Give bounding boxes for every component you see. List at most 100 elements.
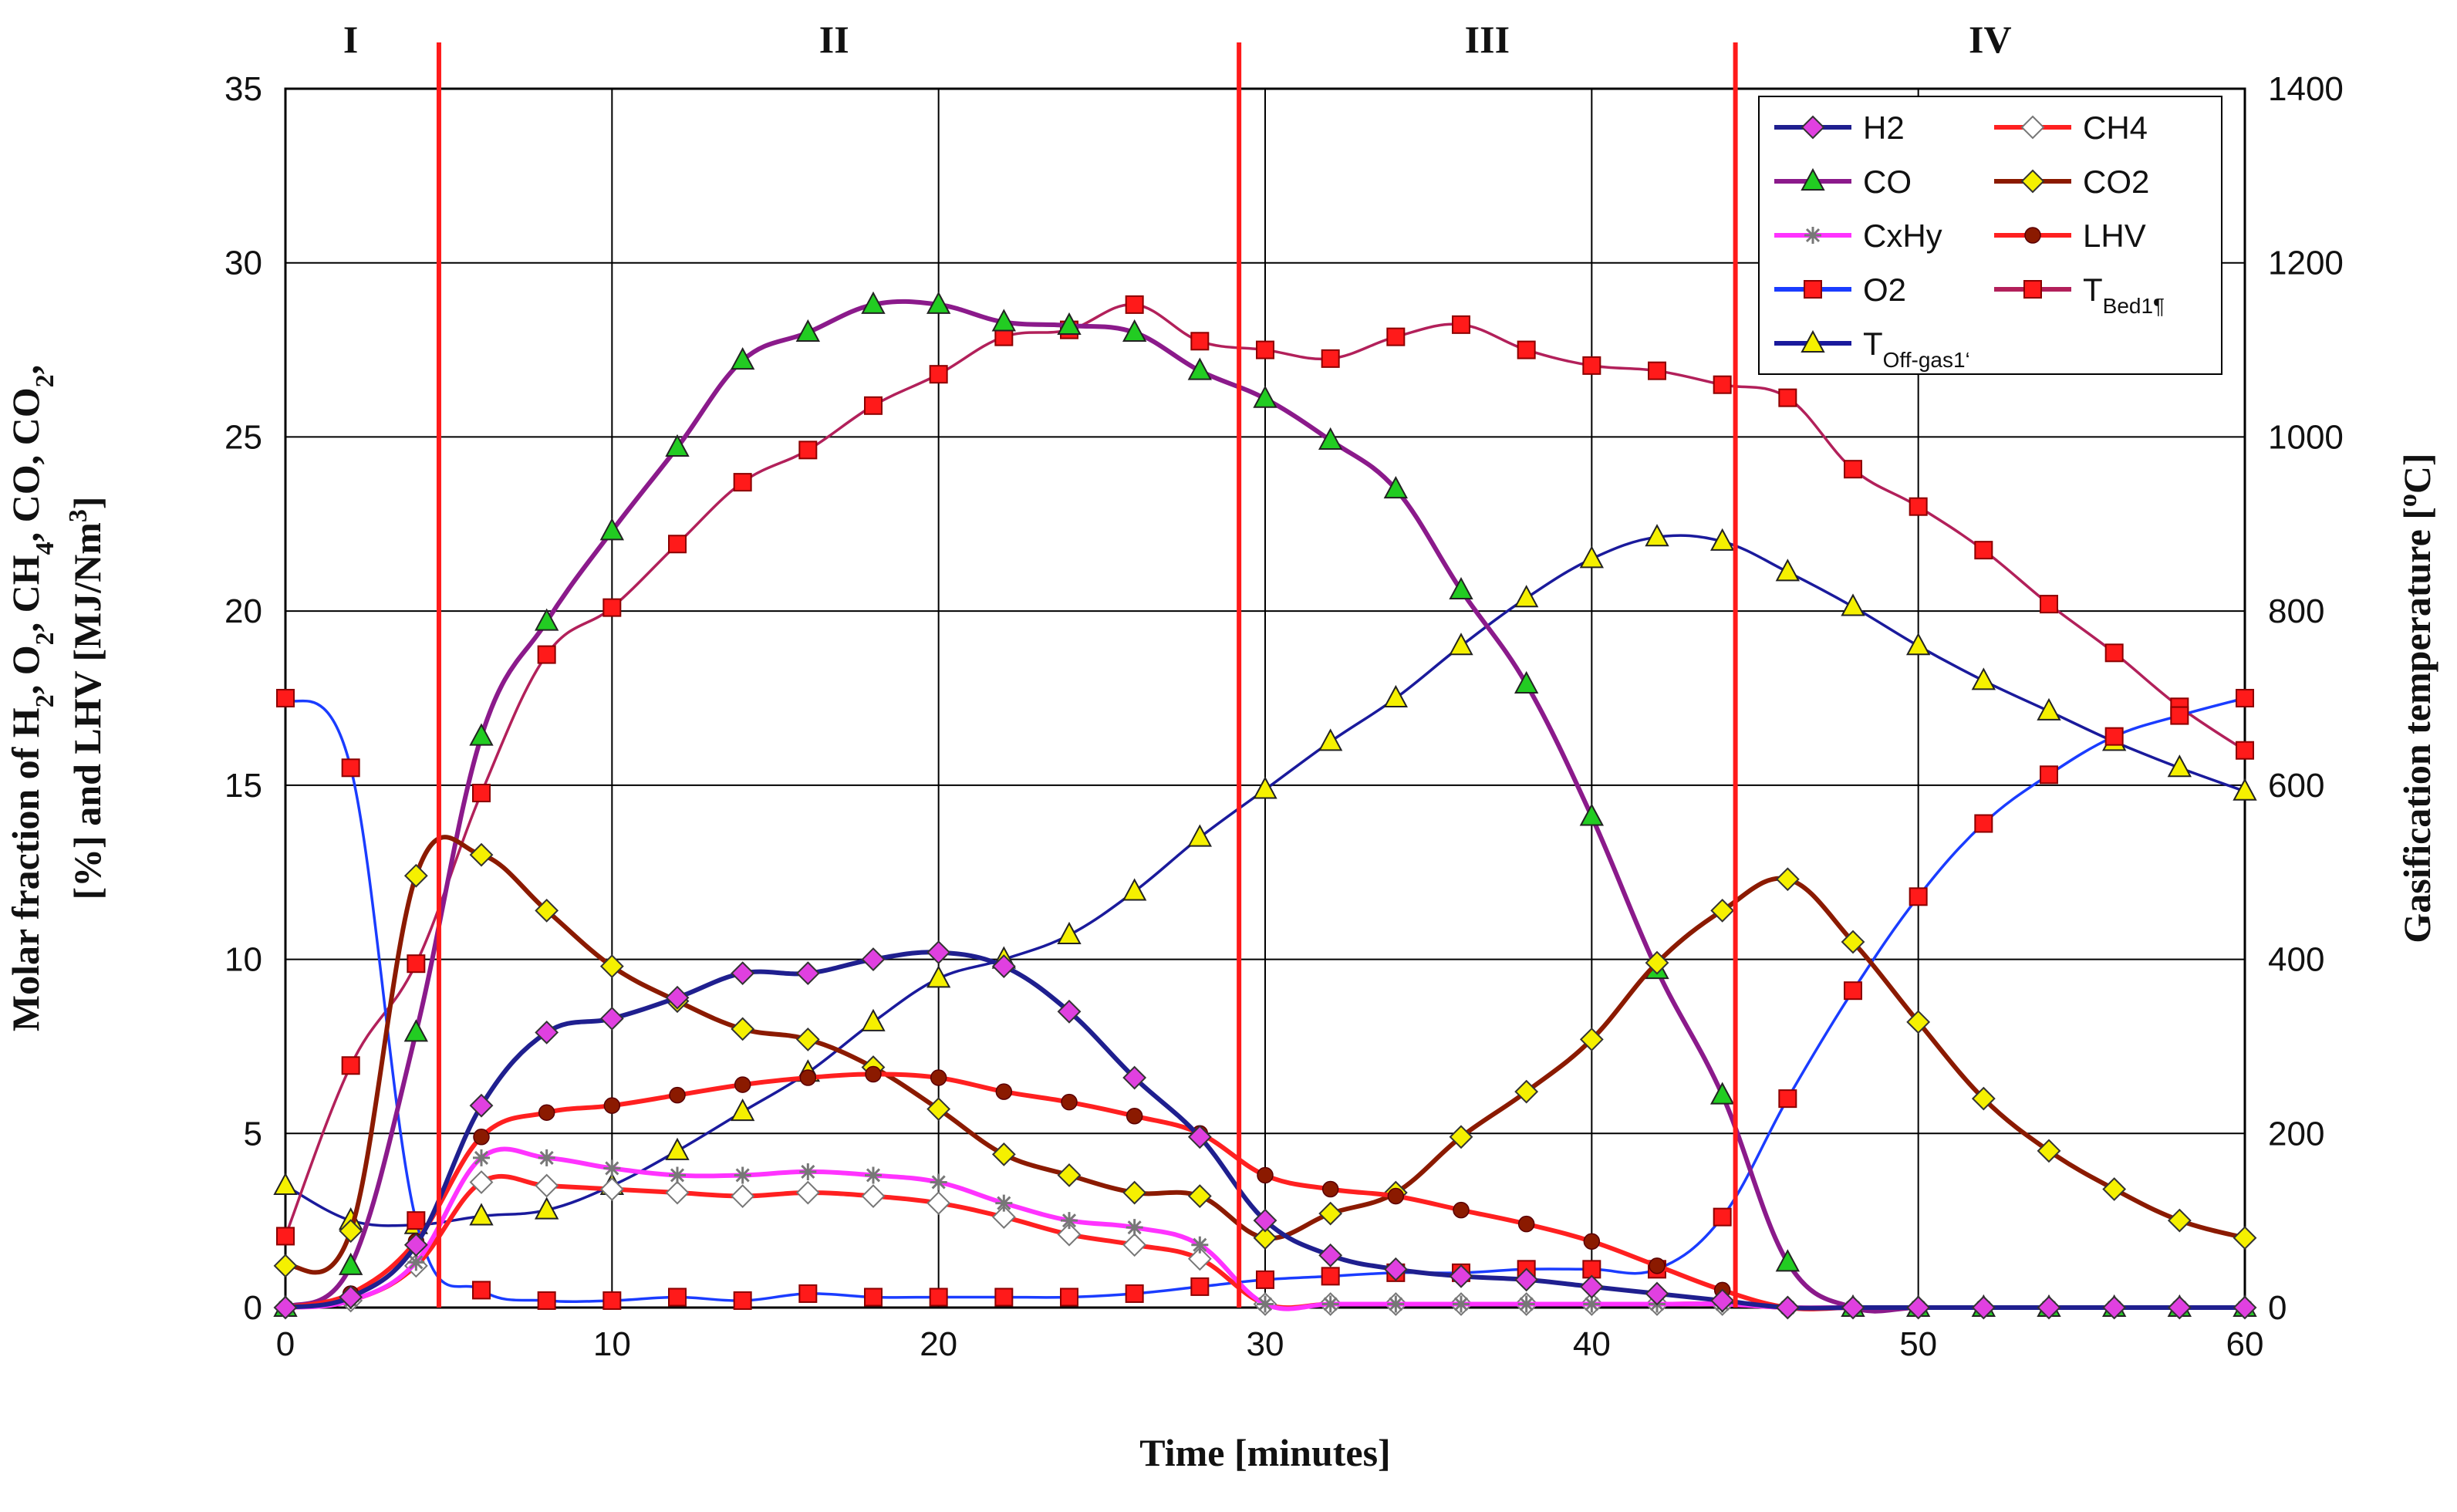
data-point-tbed1	[1582, 356, 1601, 375]
data-point-tbed1	[668, 535, 687, 554]
data-point-o2	[2040, 765, 2058, 785]
y-right-tick-label: 600	[2268, 767, 2324, 805]
data-point-co2	[2102, 1177, 2127, 1201]
legend-label: CH4	[2083, 110, 2148, 146]
data-point-cxhy	[865, 1166, 882, 1184]
data-point-cxhy	[669, 1166, 686, 1184]
data-point-co2	[403, 863, 428, 888]
data-point-co2	[2167, 1208, 2192, 1233]
data-point-o2	[929, 1288, 948, 1307]
data-point-o2	[1974, 814, 1993, 833]
y-axis-right-title: Gasification temperature [oC]	[2394, 453, 2439, 943]
data-point-co2	[795, 1027, 820, 1051]
data-point-tbed1	[1517, 340, 1536, 359]
data-point-lhv	[1061, 1093, 1078, 1111]
data-point-h2	[1710, 1288, 1735, 1313]
data-point-h2	[1253, 1208, 1277, 1233]
data-point-tbed1	[1909, 497, 1928, 516]
data-point-cxhy	[930, 1173, 947, 1191]
series-h2	[273, 940, 2257, 1320]
data-point-o2	[472, 1281, 491, 1300]
phase-labels: I II III IV	[343, 18, 2012, 61]
data-point-o2	[994, 1288, 1014, 1307]
data-point-h2	[1318, 1243, 1343, 1267]
phase-label: III	[1465, 18, 1510, 61]
data-point-h2	[1187, 1125, 1212, 1149]
series-o2	[276, 689, 2254, 1310]
data-point-co	[1709, 1082, 1735, 1105]
data-point-co	[1514, 670, 1539, 694]
legend-label: CO2	[2083, 164, 2149, 200]
data-point-h2	[403, 1233, 428, 1257]
data-point-co2	[273, 1254, 298, 1278]
data-point-co	[1187, 357, 1213, 380]
data-point-o2	[341, 758, 360, 778]
data-point-h2	[2167, 1295, 2192, 1320]
data-point-ch4	[926, 1191, 951, 1215]
data-point-tbed1	[1974, 541, 1993, 560]
legend-item-ch4: CH4	[1994, 110, 2148, 146]
data-point-co	[861, 291, 886, 314]
y-axis-right-ticks: 0 200 400 600 800 1000 1200 1400	[2268, 70, 2344, 1327]
legend-label: LHV	[2083, 218, 2146, 254]
legend-marker	[2020, 169, 2045, 194]
y-left-tick-label: 15	[224, 767, 262, 805]
data-point-tbed1	[2040, 595, 2058, 614]
data-point-toff-gas1	[1514, 585, 1539, 608]
data-point-o2	[1321, 1267, 1340, 1286]
data-point-h2	[1906, 1295, 1931, 1320]
data-point-toff-gas1	[534, 1196, 559, 1220]
data-point-tbed1	[1648, 361, 1666, 380]
data-point-tbed1	[602, 598, 622, 617]
data-point-h2	[991, 954, 1016, 979]
data-point-cxhy	[1321, 1295, 1339, 1313]
legend-item-o2: O2	[1774, 272, 1906, 308]
data-point-lhv	[473, 1129, 490, 1146]
data-point-o2	[407, 1211, 426, 1230]
y-axis-left-title: Molar fraction of H2, O2, CH4, CO, CO2,[…	[4, 365, 109, 1031]
phase-label: II	[819, 18, 849, 61]
data-point-h2	[1057, 999, 1082, 1024]
data-point-toff-gas1	[1709, 528, 1735, 551]
data-point-tbed1	[1190, 332, 1210, 351]
phase-label: I	[343, 18, 358, 61]
data-point-o2	[1844, 981, 1862, 1001]
data-point-lhv	[995, 1083, 1013, 1100]
data-point-cxhy	[1583, 1295, 1601, 1313]
data-point-tbed1	[864, 396, 883, 415]
data-point-co2	[535, 898, 559, 923]
data-point-ch4	[991, 1205, 1016, 1230]
data-point-h2	[1514, 1267, 1539, 1292]
legend-item-h2: H2	[1774, 110, 1905, 146]
data-point-o2	[1060, 1288, 1078, 1307]
legend-marker	[2023, 280, 2042, 299]
data-point-h2	[1841, 1295, 1865, 1320]
data-point-toff-gas1	[1318, 728, 1343, 751]
legend-item-toff-gas1: TOff-gas1‘	[1774, 326, 1970, 372]
legend-marker	[1801, 329, 1825, 353]
data-point-cxhy	[407, 1254, 425, 1271]
data-point-lhv	[799, 1069, 817, 1086]
data-point-o2	[2236, 689, 2254, 707]
data-point-cxhy	[1257, 1295, 1274, 1313]
legend-label: TBed1¶	[2083, 272, 2165, 318]
x-tick-label: 30	[1247, 1325, 1284, 1363]
legend-marker	[1801, 115, 1825, 140]
data-point-tbed1	[1321, 349, 1340, 368]
data-point-cxhy	[995, 1194, 1013, 1212]
data-point-o2	[2170, 706, 2189, 725]
data-point-tbed1	[341, 1056, 360, 1075]
data-point-toff-gas1	[1057, 921, 1082, 944]
y-left-tick-label: 25	[224, 418, 262, 456]
data-point-cxhy	[1191, 1236, 1209, 1254]
data-point-toff-gas1	[1449, 633, 1473, 656]
data-point-co	[338, 1252, 363, 1275]
phase-lines	[436, 42, 1738, 1308]
data-point-o2	[864, 1288, 883, 1307]
x-tick-label: 40	[1573, 1325, 1611, 1363]
data-point-ch4	[665, 1180, 690, 1205]
data-point-h2	[1383, 1257, 1408, 1281]
data-point-cxhy	[473, 1149, 490, 1166]
data-point-co	[1579, 803, 1605, 826]
